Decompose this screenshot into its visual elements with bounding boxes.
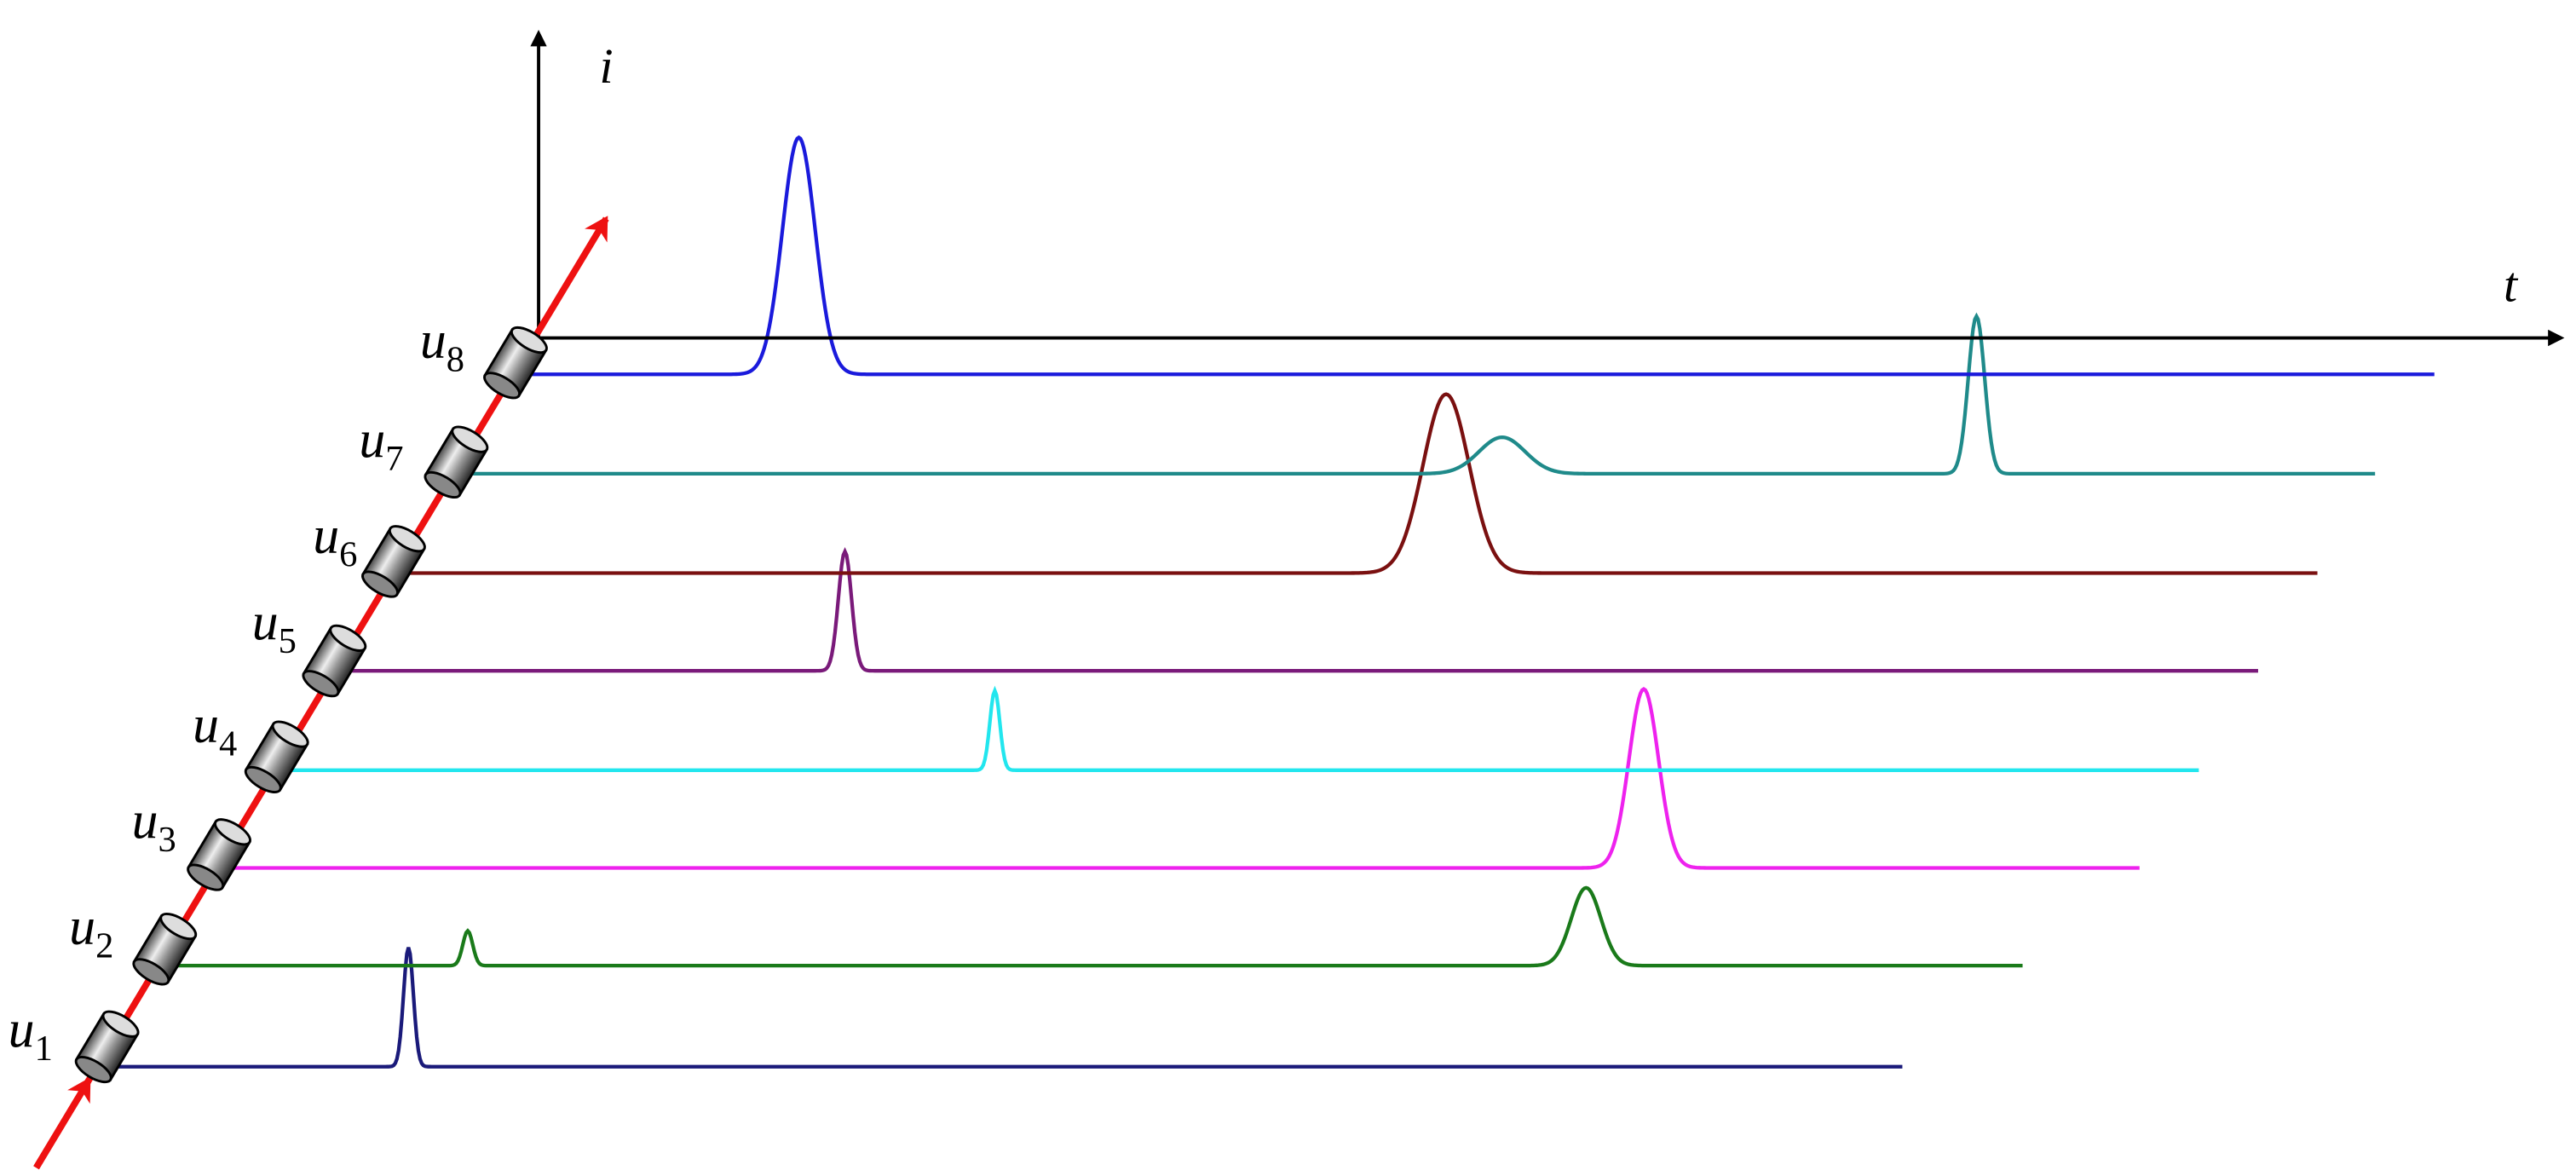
- unit-label: u2: [69, 898, 113, 966]
- unit-label-base: u: [420, 312, 447, 370]
- unit-label-base: u: [132, 792, 158, 850]
- electrode-end: [388, 525, 426, 553]
- electrode-end: [132, 958, 170, 986]
- t-axis-label: t: [2504, 257, 2519, 313]
- electrode-end: [74, 1055, 112, 1084]
- unit-label-sub: 7: [385, 439, 403, 479]
- electrode: [132, 912, 198, 986]
- unit-label-sub: 3: [158, 820, 176, 860]
- unit-label-sub: 6: [339, 535, 357, 575]
- electrode-end: [361, 570, 399, 598]
- electrode: [74, 1010, 140, 1084]
- signal-trace: [107, 947, 1903, 1069]
- electrode-end: [101, 1010, 140, 1038]
- unit-label: u8: [420, 312, 464, 380]
- electrode: [244, 720, 309, 793]
- unit-label-sub: 5: [279, 621, 297, 661]
- electrode-end: [424, 470, 462, 499]
- electrodes: [74, 326, 548, 1084]
- unit-label: u7: [359, 411, 403, 479]
- electrode-end: [302, 670, 340, 698]
- unit-label-base: u: [359, 411, 385, 469]
- electrode-end: [451, 425, 489, 453]
- unit-label: u5: [252, 593, 297, 661]
- unit-label: u6: [313, 507, 357, 575]
- unit-label: u1: [9, 1000, 53, 1069]
- electrode-end: [329, 624, 367, 652]
- signal-trace: [515, 135, 2435, 377]
- unit-label-base: u: [193, 696, 219, 754]
- signal-trace: [334, 547, 2258, 673]
- electrode: [424, 425, 489, 499]
- signal-trace: [276, 685, 2199, 772]
- electrode-end: [159, 912, 198, 941]
- unit-label-base: u: [69, 898, 95, 956]
- unit-label: u3: [132, 792, 176, 860]
- beam-arrow-start: [33, 1076, 92, 1170]
- signal-trace: [456, 312, 2376, 476]
- i-axis-label: i: [600, 38, 614, 94]
- unit-label-sub: 8: [447, 339, 464, 379]
- unit-label-base: u: [9, 1000, 35, 1058]
- electrode-end: [244, 765, 282, 793]
- unit-label-base: u: [252, 593, 279, 651]
- signal-trace: [393, 392, 2318, 575]
- electrode: [302, 624, 367, 698]
- electrode-end: [271, 720, 309, 748]
- electrode: [361, 525, 426, 598]
- electrode-end: [214, 818, 251, 846]
- signal-trace: [164, 885, 2023, 968]
- signal-trace: [219, 687, 2140, 870]
- electrode: [483, 326, 548, 400]
- unit-label-sub: 4: [219, 723, 237, 764]
- traces: [107, 135, 2435, 1069]
- unit-label-base: u: [313, 507, 339, 565]
- unit-label: u4: [193, 696, 237, 764]
- electrode-end: [187, 863, 225, 891]
- electrode: [187, 818, 251, 891]
- unit-label-sub: 1: [35, 1029, 53, 1069]
- unit-label-sub: 2: [95, 925, 113, 966]
- electrode-end: [483, 372, 522, 400]
- electrode-end: [510, 326, 548, 355]
